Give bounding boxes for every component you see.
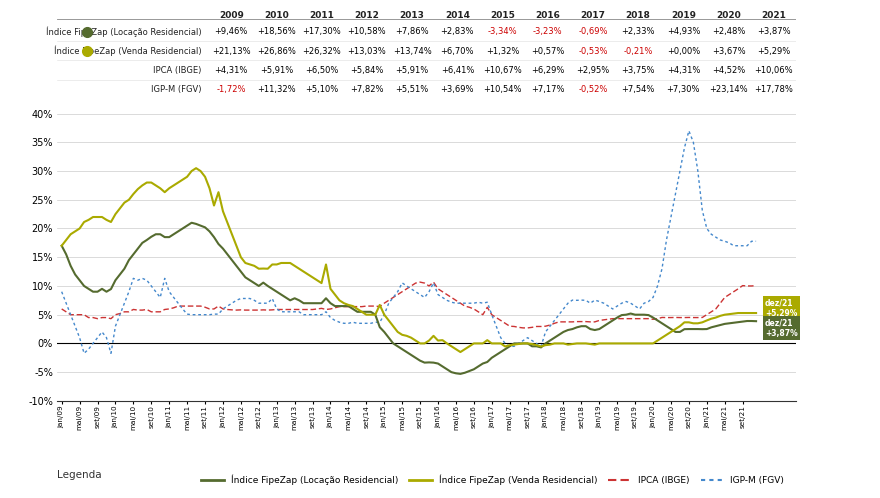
Text: IPCA (IBGE): IPCA (IBGE) [153,66,202,76]
Text: +23,14%: +23,14% [709,85,748,94]
Text: +5,84%: +5,84% [350,66,384,76]
Text: +3,67%: +3,67% [712,46,745,55]
Text: +2,83%: +2,83% [441,27,474,36]
Text: 2020: 2020 [716,11,741,20]
Text: +5,91%: +5,91% [260,66,293,76]
Text: +4,31%: +4,31% [667,66,700,76]
Text: +17,78%: +17,78% [754,85,793,94]
Text: 2014: 2014 [445,11,470,20]
Text: dez/21
+3,87%: dez/21 +3,87% [765,318,798,338]
Text: +11,32%: +11,32% [257,85,296,94]
Text: +21,13%: +21,13% [212,46,251,55]
Text: +7,30%: +7,30% [667,85,700,94]
Text: +26,32%: +26,32% [303,46,341,55]
Text: -0,69%: -0,69% [578,27,608,36]
Text: +26,86%: +26,86% [257,46,296,55]
Text: Legenda: Legenda [57,470,102,480]
Text: 2021: 2021 [761,11,786,20]
Text: 2011: 2011 [309,11,334,20]
Text: 2013: 2013 [400,11,424,20]
Text: +3,75%: +3,75% [621,66,655,76]
Text: +6,70%: +6,70% [441,46,474,55]
Text: +6,41%: +6,41% [441,66,474,76]
Text: -0,53%: -0,53% [578,46,608,55]
Text: +18,56%: +18,56% [257,27,296,36]
Text: +7,86%: +7,86% [395,27,429,36]
Text: +5,51%: +5,51% [395,85,429,94]
Text: Índice FipeZap (Locação Residencial): Índice FipeZap (Locação Residencial) [46,27,202,37]
Text: 2010: 2010 [264,11,289,20]
Text: +1,32%: +1,32% [486,46,519,55]
Text: +5,10%: +5,10% [305,85,339,94]
Text: 2018: 2018 [626,11,650,20]
Text: +10,54%: +10,54% [483,85,522,94]
Text: +3,87%: +3,87% [757,27,790,36]
Text: 2016: 2016 [535,11,561,20]
Text: +5,91%: +5,91% [395,66,429,76]
Text: 2012: 2012 [355,11,379,20]
Text: -0,52%: -0,52% [578,85,608,94]
Text: +2,33%: +2,33% [621,27,655,36]
Text: +5,29%: +5,29% [757,46,790,55]
Text: -3,23%: -3,23% [533,27,562,36]
Text: +6,29%: +6,29% [532,66,564,76]
Text: -1,72%: -1,72% [216,85,246,94]
Text: 2019: 2019 [671,11,696,20]
Text: +7,54%: +7,54% [621,85,655,94]
Text: IGP-M (FGV): IGP-M (FGV) [150,85,202,94]
Text: 2017: 2017 [581,11,605,20]
Text: +2,48%: +2,48% [712,27,745,36]
Text: +2,95%: +2,95% [576,66,610,76]
Text: -0,21%: -0,21% [624,46,653,55]
Text: +4,93%: +4,93% [667,27,700,36]
Text: +13,03%: +13,03% [348,46,386,55]
Text: +10,67%: +10,67% [483,66,522,76]
Text: +4,52%: +4,52% [712,66,745,76]
Text: 2015: 2015 [490,11,515,20]
Text: +17,30%: +17,30% [303,27,341,36]
Text: +0,57%: +0,57% [532,46,564,55]
Text: +4,31%: +4,31% [215,66,248,76]
Text: Índice FipeZap (Venda Residencial): Índice FipeZap (Venda Residencial) [54,46,202,56]
Text: +0,00%: +0,00% [667,46,700,55]
Text: +10,58%: +10,58% [348,27,386,36]
Text: dez/21
+5,29%: dez/21 +5,29% [765,299,797,318]
Text: -3,34%: -3,34% [488,27,517,36]
Text: 2009: 2009 [219,11,244,20]
Text: +3,69%: +3,69% [441,85,474,94]
Legend: Índice FipeZap (Locação Residencial), Índice FipeZap (Venda Residencial), IPCA (: Índice FipeZap (Locação Residencial), Ín… [198,471,788,489]
Text: +6,50%: +6,50% [305,66,339,76]
Text: +10,06%: +10,06% [754,66,793,76]
Text: +7,82%: +7,82% [350,85,384,94]
Text: +9,46%: +9,46% [215,27,248,36]
Text: +7,17%: +7,17% [531,85,565,94]
Text: +13,74%: +13,74% [392,46,431,55]
